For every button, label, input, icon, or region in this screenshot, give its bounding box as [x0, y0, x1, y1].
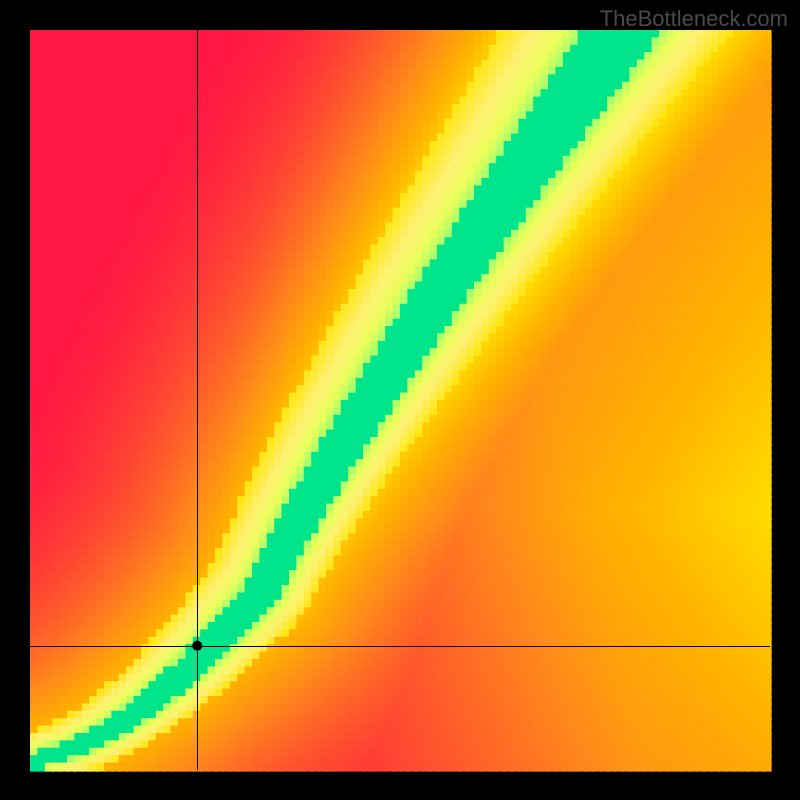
chart-container: TheBottleneck.com: [0, 0, 800, 800]
watermark-text: TheBottleneck.com: [600, 6, 788, 32]
heatmap-canvas: [0, 0, 800, 800]
